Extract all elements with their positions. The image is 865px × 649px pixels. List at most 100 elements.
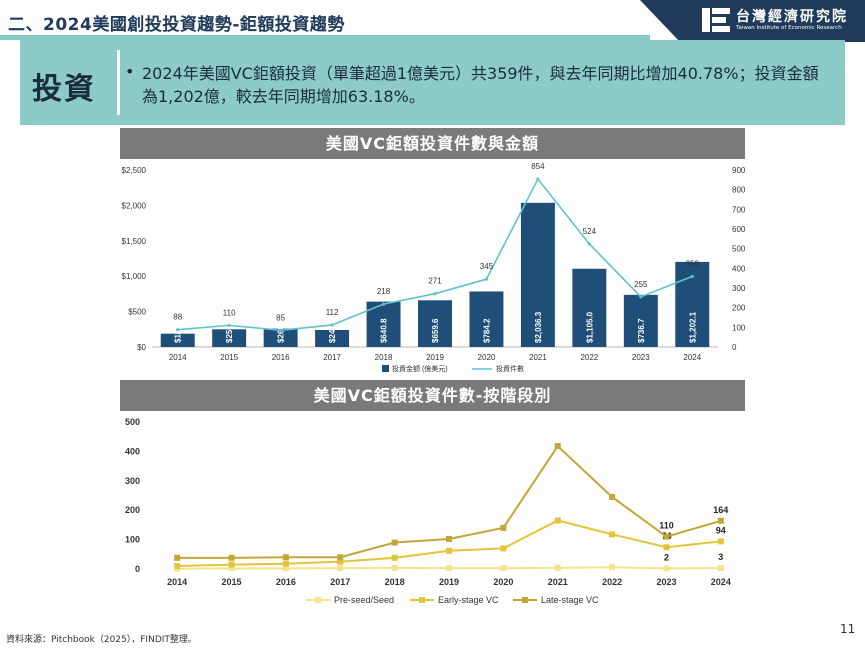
y-tick-label: 100 (125, 535, 140, 545)
x-tick-label: 2015 (222, 577, 242, 587)
stage-point (446, 547, 452, 554)
x-tick-label: 2017 (323, 353, 341, 362)
stage-point (391, 564, 398, 571)
stage-point (228, 561, 235, 568)
y-left-tick-label: $2,000 (122, 201, 147, 210)
count-point (381, 302, 386, 306)
count-point (176, 328, 180, 332)
x-tick-label: 2017 (330, 577, 350, 587)
x-tick-label: 2019 (426, 353, 444, 362)
x-tick-label: 2019 (439, 577, 459, 587)
y-tick-label: 0 (135, 564, 140, 574)
x-tick-label: 2018 (385, 577, 405, 587)
stage-line (177, 519, 721, 568)
x-tick-label: 2024 (683, 353, 701, 362)
legend-line-label: 投資件數 (496, 364, 524, 373)
stage-value-label: 3 (718, 552, 723, 562)
chart2-title: 美國VC鉅額投資件數-按階段別 (120, 380, 745, 411)
stage-point (228, 554, 235, 561)
legend-swatch-marker (522, 597, 528, 603)
y-right-tick-label: 700 (732, 205, 746, 214)
header-band: 二、2024美國創投投資趨勢-鉅額投資趨勢 台灣經濟研究院 Taiwan Ins… (0, 0, 865, 42)
stage-point (500, 565, 507, 572)
y-tick-label: 500 (125, 417, 140, 427)
bar-value-label: $250.0 (225, 318, 234, 343)
count-point (639, 295, 643, 299)
legend-label: Early-stage VC (438, 595, 499, 605)
stage-point (663, 533, 670, 540)
count-label: 110 (223, 308, 236, 317)
legend-bar-swatch (382, 365, 389, 372)
stage-point (663, 544, 670, 551)
y-left-tick-label: $0 (137, 343, 146, 352)
x-tick-label: 2024 (711, 577, 731, 587)
stage-point (609, 564, 616, 571)
bar-value-label: $1,105.0 (585, 311, 594, 343)
header-dark-shape (640, 0, 865, 42)
y-right-tick-label: 900 (732, 166, 746, 175)
y-left-tick-label: $1,500 (122, 237, 147, 246)
chart2-stage-line-chart: 0100200300400500237494110164201420152016… (125, 417, 731, 605)
chart1-bar-line-chart: $0 $500 $1,000 $1,500 $2,000 $2,500 0 100 200 300… (122, 162, 746, 373)
y-right-tick-label: 600 (732, 225, 746, 234)
y-right-tick-label: 400 (732, 264, 746, 273)
y-left-tick-label: $1,000 (122, 272, 147, 281)
tier-logo-icon (702, 8, 730, 32)
summary-label: 投資 (32, 72, 96, 107)
bar-value-label: $240.0 (328, 318, 337, 343)
y-tick-label: 300 (125, 476, 140, 486)
header-shape (640, 0, 865, 42)
legend-label: Late-stage VC (541, 595, 599, 605)
stage-point (446, 536, 452, 543)
stage-point (554, 443, 561, 450)
stage-point (609, 493, 616, 500)
summary-text: 2024年美國VC鉅額投資（單筆超過1億美元）共359件，與去年同期比增加40.… (142, 64, 819, 106)
y-tick-label: 400 (125, 446, 140, 456)
count-label: 271 (428, 277, 442, 286)
stage-point (717, 538, 724, 545)
stage-point (337, 554, 344, 561)
footer-source: 資料來源：Pitchbook（2025），FINDIT整理。 (6, 635, 197, 645)
legend-bar-label: 投資金額 (億美元) (392, 364, 448, 373)
x-tick-label: 2021 (548, 577, 568, 587)
x-tick-label: 2015 (220, 353, 238, 362)
page-title: 二、2024美國創投投資趨勢-鉅額投資趨勢 (8, 15, 345, 35)
bar (263, 328, 298, 347)
stage-point (500, 524, 507, 531)
stage-point (391, 539, 398, 546)
count-label: 255 (634, 280, 648, 289)
stage-point (174, 554, 181, 561)
stage-point (228, 565, 235, 572)
x-tick-label: 2021 (529, 353, 547, 362)
y-right-tick-label: 100 (732, 323, 746, 332)
y-right-tick-label: 200 (732, 304, 746, 313)
stage-value-label: 164 (713, 505, 728, 515)
stage-point (174, 563, 181, 570)
bar-value-label: $2,036.3 (534, 311, 543, 343)
count-point (330, 323, 334, 327)
x-tick-label: 2022 (580, 353, 598, 362)
chart1-title: 美國VC鉅額投資件數與金額 (120, 128, 745, 159)
count-point (484, 277, 489, 281)
bar-value-label: $640.8 (380, 318, 389, 343)
y-right-tick-label: 0 (732, 343, 737, 352)
bar (160, 333, 195, 347)
stage-point (446, 565, 452, 572)
count-point (227, 323, 231, 327)
count-label: 112 (326, 308, 339, 317)
x-tick-label: 2018 (375, 353, 393, 362)
stage-point (337, 558, 344, 565)
stage-point (282, 565, 289, 572)
y-left-tick-label: $500 (128, 308, 146, 317)
bar (418, 300, 452, 347)
stage-point (717, 565, 724, 572)
summary-bullet: • (125, 62, 135, 81)
stage-point (500, 545, 507, 552)
bar (315, 330, 350, 347)
count-label: 85 (276, 313, 285, 322)
bar (469, 291, 504, 347)
stage-point (391, 554, 398, 561)
stage-point (337, 565, 344, 572)
bar (572, 268, 607, 347)
stage-point (282, 554, 289, 561)
